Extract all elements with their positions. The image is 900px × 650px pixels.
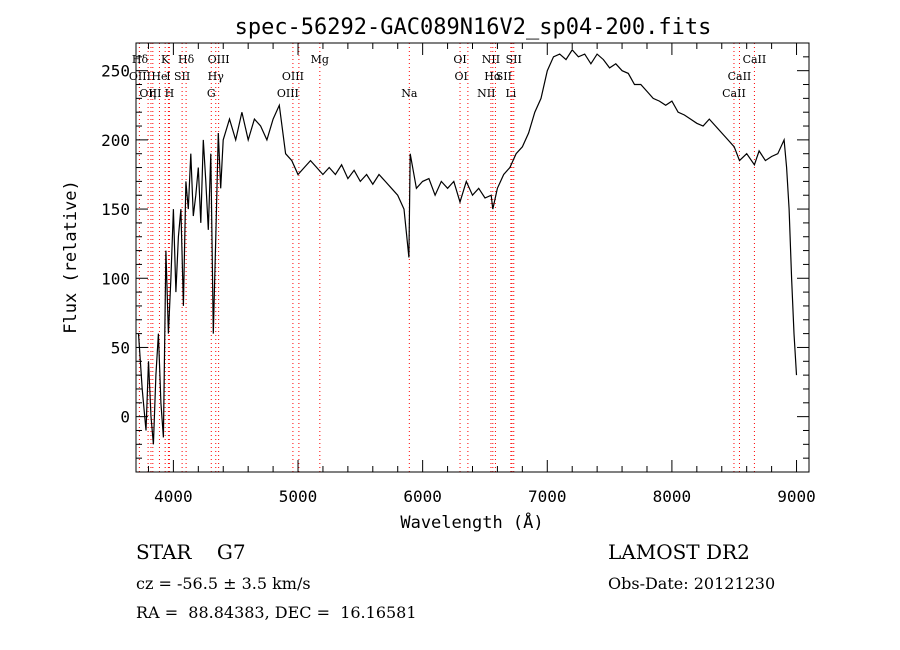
plot-frame [135,42,810,473]
x-tick-label: 4000 [154,487,193,506]
marker-label: CaII [743,53,767,66]
marker-label: Mg [311,53,329,66]
marker-label: Hα [484,70,502,83]
marker-label: NII [482,53,500,66]
redshift-text: cz = -56.5 ± 3.5 km/s [136,574,311,593]
marker-label: I [166,70,170,83]
y-tick-label: 0 [120,408,130,427]
obs-date-text: Obs-Date: 20121230 [608,574,776,593]
coordinates-text: RA = 88.84383, DEC = 16.16581 [136,603,417,622]
y-tick-label: 250 [101,62,130,81]
marker-label: SII [496,70,512,83]
marker-label: OIII [282,70,304,83]
marker-label: η [150,87,157,100]
marker-label: SII [174,70,190,83]
x-tick-label: 9000 [777,487,816,506]
y-tick-label: 100 [101,269,130,288]
marker-label: G [207,87,216,100]
survey-text: LAMOST DR2 [608,540,750,564]
x-axis-label: Wavelength (Å) [400,511,543,533]
marker-label: K [161,53,170,66]
x-tick-label: 5000 [279,487,318,506]
spectrum-line [137,48,798,445]
x-axis-ticks: 4000 5000 6000 7000 8000 9000 [147,43,816,506]
marker-label: SII [506,53,522,66]
marker-label: H [165,87,175,100]
x-tick-label: 8000 [653,487,692,506]
chart-title: spec-56292-GAC089N16V2_sp04-200.fits [235,15,712,40]
marker-label: Hδ [132,53,149,66]
marker-label: OIII [129,70,151,83]
x-tick-label: 7000 [528,487,567,506]
y-tick-label: 200 [101,131,130,150]
marker-label: CaII [728,70,752,83]
y-axis-ticks: 0 50 100 150 200 250 [101,56,809,459]
y-axis-label: Flux (relative) [61,180,81,334]
classification-text: STAR G7 [136,540,246,564]
marker-label: He [151,70,167,83]
marker-label: OIII [277,87,299,100]
marker-label: OI [453,53,466,66]
y-tick-label: 50 [111,338,130,357]
marker-lines [138,43,755,472]
x-tick-label: 6000 [403,487,442,506]
marker-label: Hγ [208,70,225,83]
marker-label: OI [455,70,468,83]
marker-label: CaII [722,87,746,100]
marker-label: NII [477,87,495,100]
marker-label: Li [505,87,516,100]
marker-label: Hδ [178,53,195,66]
marker-label: OIII [139,87,161,100]
marker-label: Na [401,87,418,100]
marker-label: OIII [208,53,230,66]
y-tick-label: 150 [101,200,130,219]
